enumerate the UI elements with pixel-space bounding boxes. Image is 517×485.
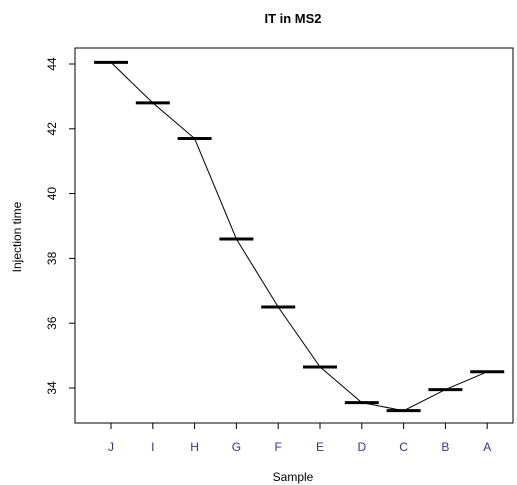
x-tick-label: F <box>275 440 282 454</box>
y-tick-label: 34 <box>45 381 59 395</box>
x-tick-label: C <box>399 440 408 454</box>
y-tick-label: 44 <box>45 57 59 71</box>
series-line <box>111 62 487 410</box>
x-tick-label: H <box>190 440 199 454</box>
y-tick-label: 36 <box>45 316 59 330</box>
x-tick-label: J <box>108 440 114 454</box>
y-tick-label: 40 <box>45 187 59 201</box>
chart-title: IT in MS2 <box>264 11 321 26</box>
y-tick-label: 42 <box>45 122 59 136</box>
x-tick-label: B <box>441 440 449 454</box>
x-tick-label: D <box>357 440 366 454</box>
y-tick-label: 38 <box>45 251 59 265</box>
y-axis: 34 36 38 40 42 44 <box>45 57 75 395</box>
series-markers <box>94 62 504 410</box>
x-tick-label: I <box>151 440 154 454</box>
x-tick-label: G <box>232 440 241 454</box>
y-axis-label: Injection time <box>10 201 24 272</box>
x-tick-label: A <box>483 440 491 454</box>
x-tick-label: E <box>316 440 324 454</box>
x-axis-label: Sample <box>273 470 314 484</box>
